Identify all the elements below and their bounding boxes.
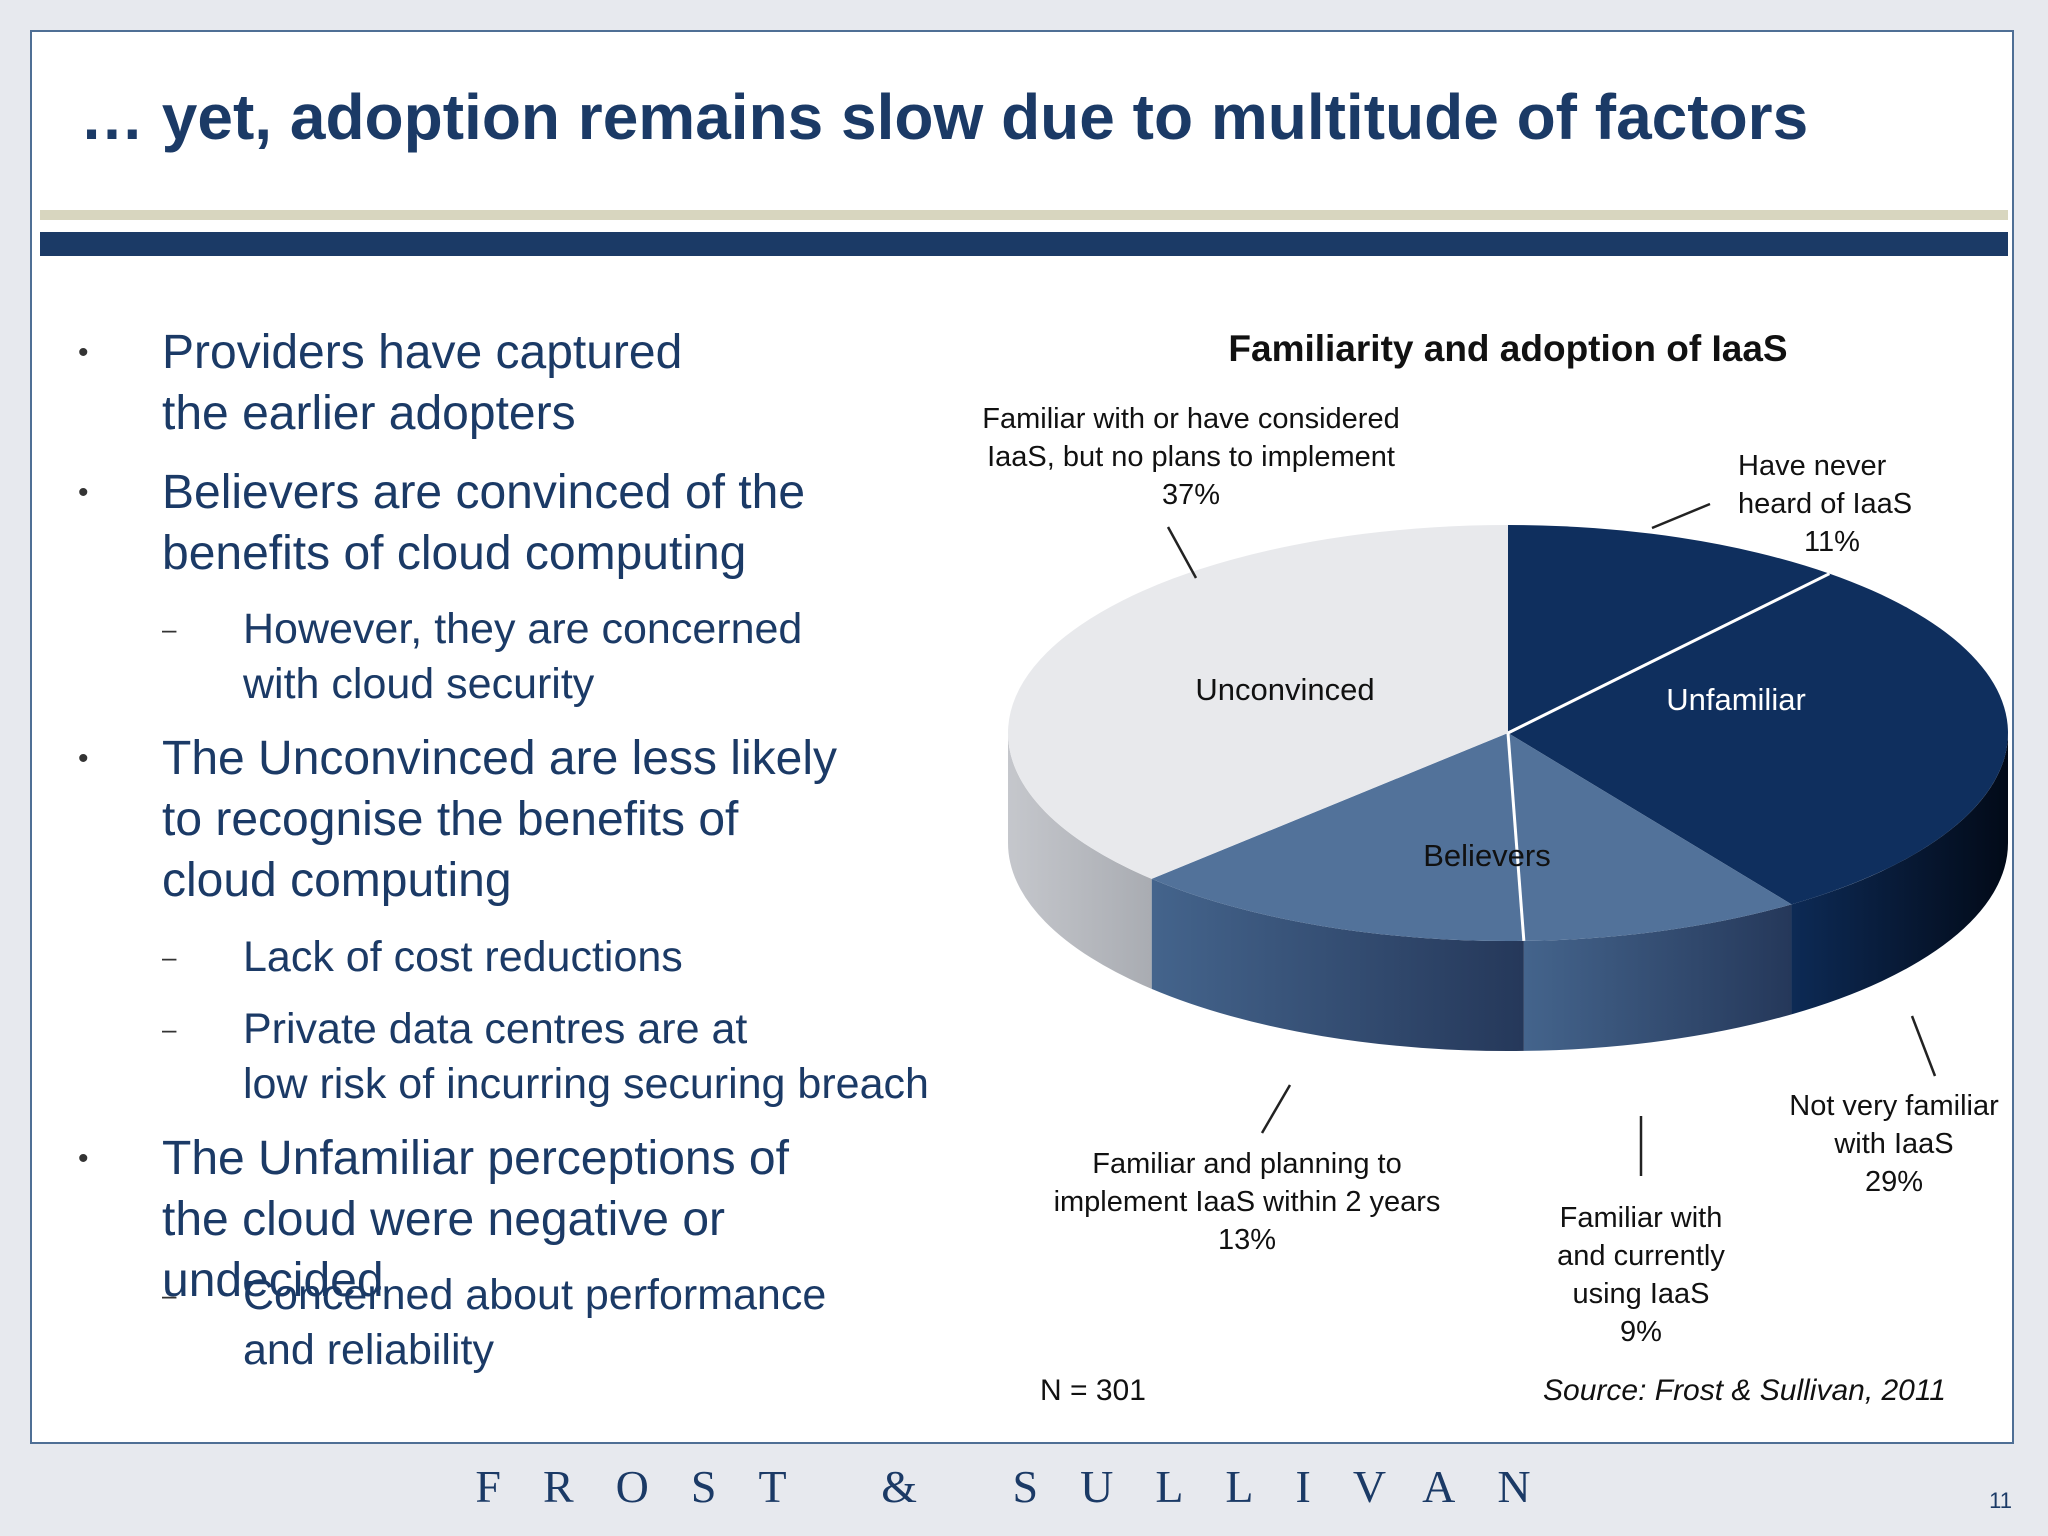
slice-label-line: heard of IaaS <box>1738 488 1912 520</box>
slice-label-line: and currently <box>1557 1240 1725 1272</box>
frost-sullivan-logo: FROST & SULLIVAN <box>475 1461 1573 1512</box>
slice-label-line: Familiar with or have considered <box>982 403 1399 435</box>
pie-side-slice-1 <box>1791 733 2008 1015</box>
pie-slice-4 <box>1008 525 1508 879</box>
slice-label-line: Familiar with <box>1560 1202 1723 1234</box>
leader-line-0 <box>1651 502 1711 530</box>
leader-lines <box>1166 502 1937 1176</box>
pie-slice-1 <box>1508 573 2008 905</box>
title-rule-dark <box>40 232 2008 256</box>
chart-title: Familiarity and adoption of IaaS <box>1228 328 1787 369</box>
slice-label-1: Not very familiar with IaaS 29% <box>1789 1090 1999 1198</box>
pie-side-slice-4 <box>1008 733 1152 989</box>
leader-line-4 <box>1166 526 1198 579</box>
slice-value-label: 11% <box>1804 526 1860 558</box>
pie-slice-2 <box>1508 733 1792 941</box>
slice-label-2: Familiar with and currently using IaaS 9% <box>1557 1202 1725 1348</box>
group-label-unconvinced: Unconvinced <box>1195 672 1374 707</box>
slice-label-3: Familiar and planning to implement IaaS w… <box>1054 1148 1441 1256</box>
slice-value-label: 29% <box>1865 1166 1923 1198</box>
pie-sides <box>1008 733 2008 1051</box>
leader-line-1 <box>1910 1015 1937 1077</box>
slice-divider-1 <box>1507 572 1831 735</box>
sample-size-note: N = 301 <box>1040 1374 1146 1407</box>
slice-label-line: Not very familiar <box>1789 1090 1999 1122</box>
group-label-believers: Believers <box>1423 838 1551 873</box>
slice-label-line: implement IaaS within 2 years <box>1054 1186 1441 1218</box>
slide-title: … yet, adoption remains slow due to mult… <box>80 81 1809 153</box>
pie-tops <box>1008 525 2008 942</box>
slice-value-label: 37% <box>1162 479 1220 511</box>
group-label-unfamiliar: Unfamiliar <box>1666 682 1806 717</box>
pie-dividers <box>1506 572 1831 942</box>
pie-side-slice-2 <box>1523 904 1792 1051</box>
slice-label-line: with IaaS <box>1833 1128 1953 1160</box>
leader-line-3 <box>1260 1084 1292 1134</box>
slice-value-label: 13% <box>1218 1224 1276 1256</box>
slice-labels: Have never heard of IaaS 11% Not very famil… <box>982 403 1999 1348</box>
source-note: Source: Frost & Sullivan, 2011 <box>1543 1374 1946 1407</box>
slice-label-4: Familiar with or have considered IaaS, bu… <box>982 403 1399 511</box>
pie-slice-0 <box>1508 525 1830 733</box>
page-number: 11 <box>1989 1488 2012 1513</box>
slice-value-label: 9% <box>1620 1316 1662 1348</box>
slice-label-line: Familiar and planning to <box>1092 1148 1402 1180</box>
slice-label-line: using IaaS <box>1572 1278 1709 1310</box>
slice-label-line: IaaS, but no plans to implement <box>987 441 1395 473</box>
slice-label-0: Have never heard of IaaS 11% <box>1738 450 1912 558</box>
slice-label-line: Have never <box>1738 450 1887 482</box>
pie-slice-3 <box>1151 733 1524 942</box>
slice-divider-3 <box>1506 732 1526 942</box>
pie-side-slice-3 <box>1151 878 1524 1051</box>
title-rule-light <box>40 210 2008 220</box>
group-labels: Unfamiliar Believers Unconvinced <box>1195 672 1805 873</box>
